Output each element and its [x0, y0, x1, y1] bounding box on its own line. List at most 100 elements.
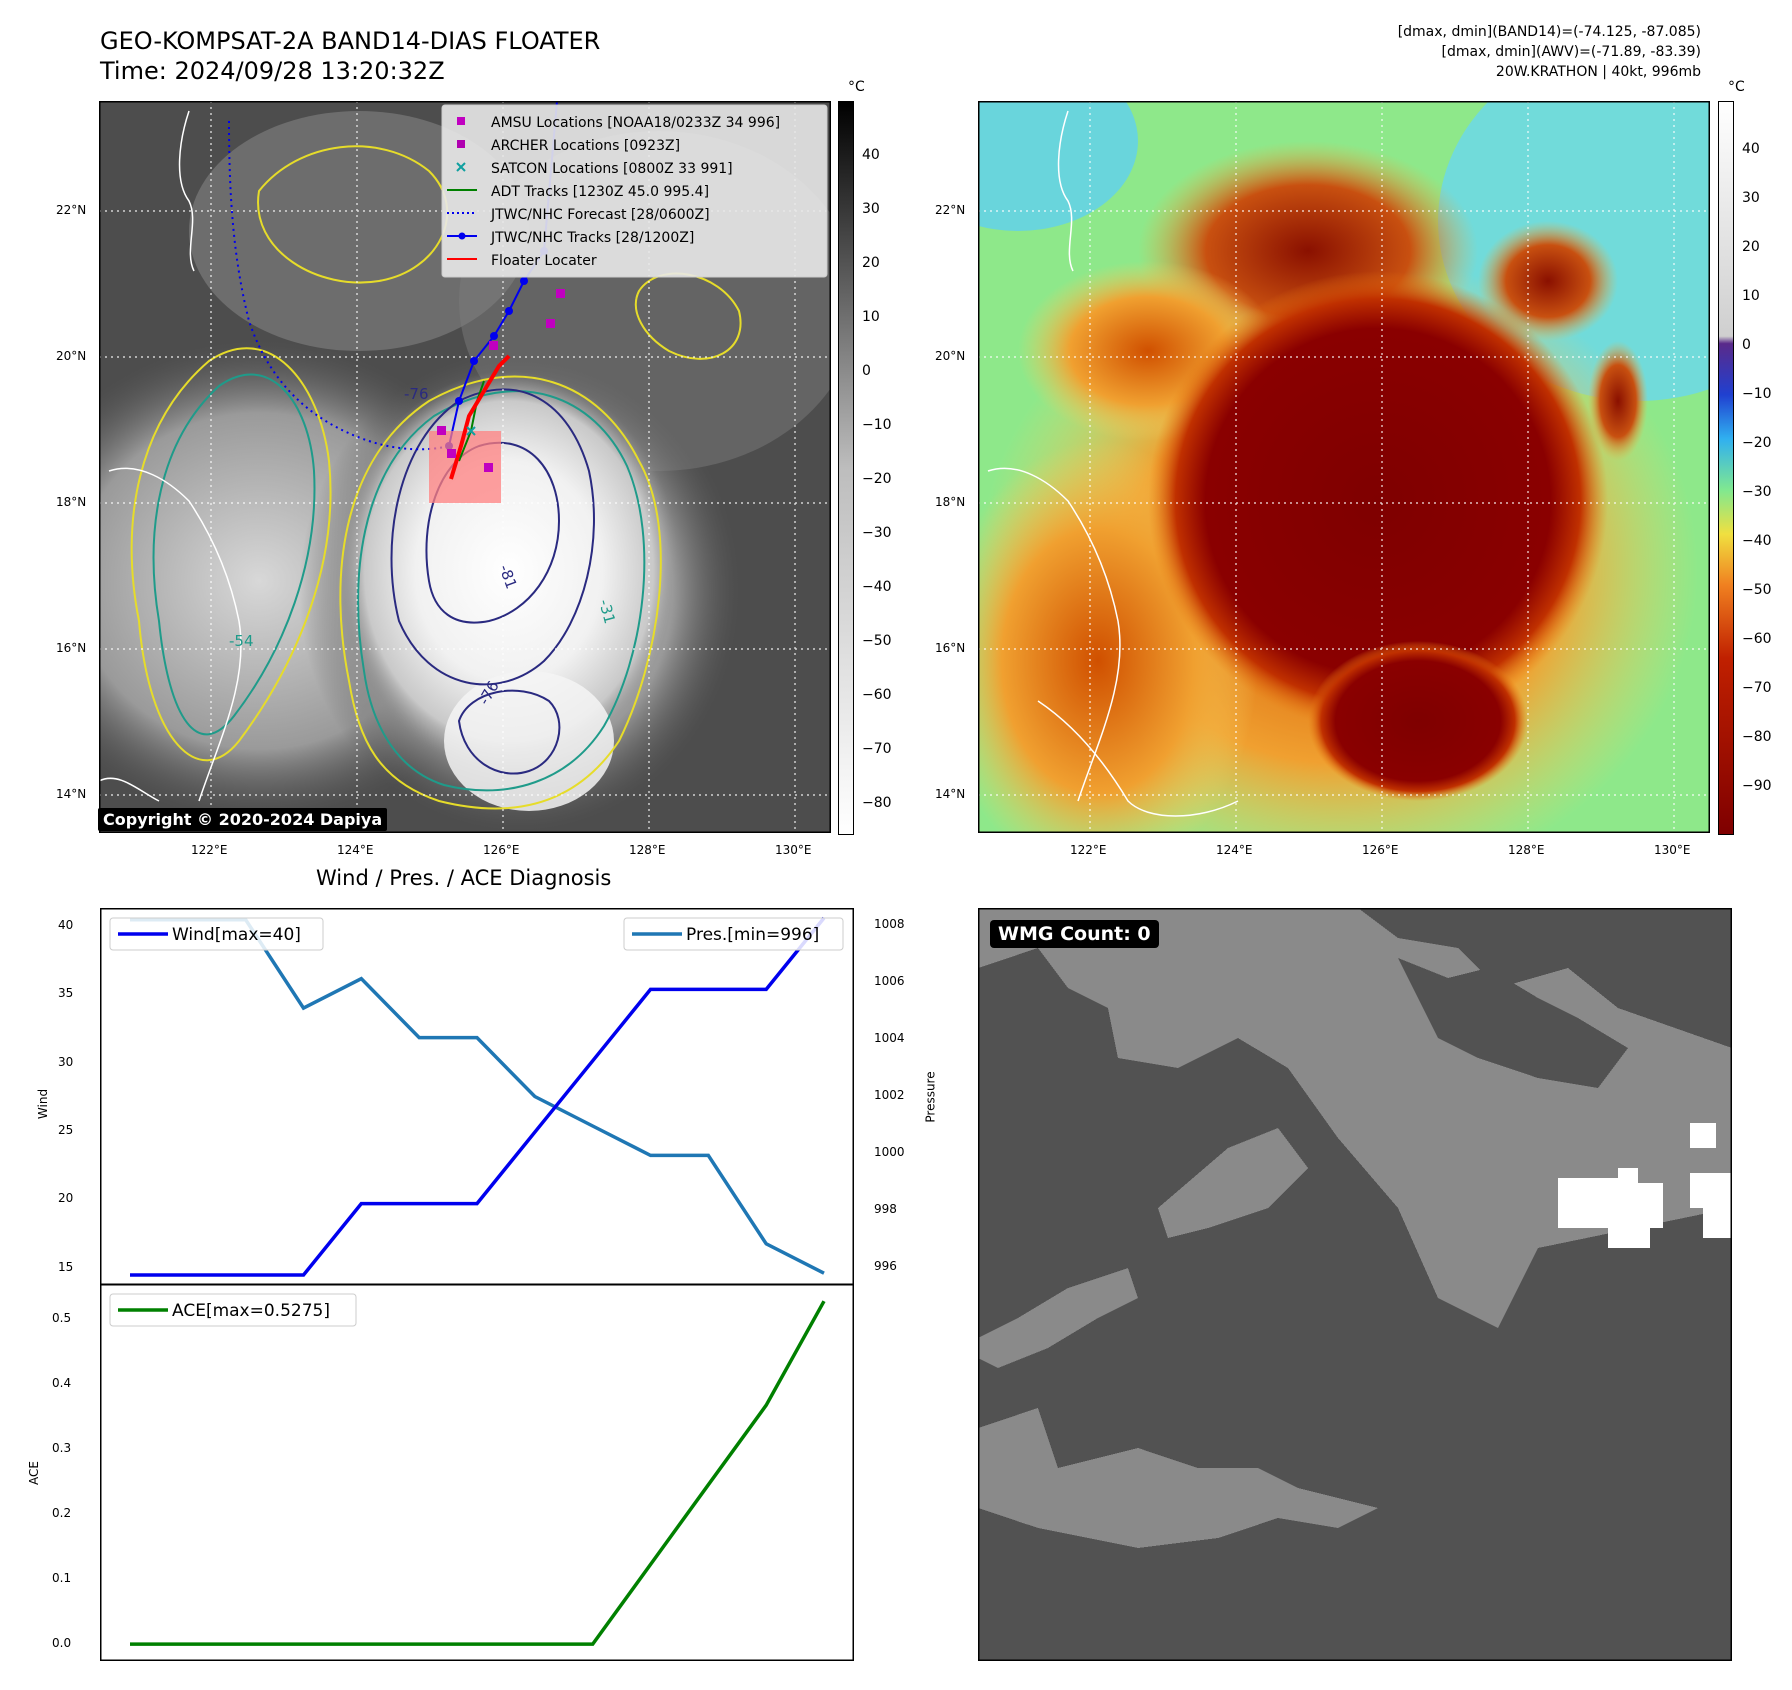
wind-tick: 35 [58, 986, 74, 1000]
lon-label: 130°E [775, 843, 812, 857]
lon-label: 126°E [1362, 843, 1399, 857]
cb1-tick: −20 [862, 471, 892, 487]
lat-label: 22°N [56, 203, 87, 217]
ace-tick: 0.3 [52, 1441, 72, 1455]
ace-tick: 0.5 [52, 1311, 72, 1325]
info-band14: [dmax, dmin](BAND14)=(-74.125, -87.085) [1397, 24, 1701, 40]
pres-tick: 1000 [874, 1145, 905, 1159]
cb1-tick: −40 [862, 579, 892, 595]
ace-tick: 0.1 [52, 1571, 72, 1585]
ace-legend: ACE[max=0.5275] [109, 1293, 357, 1327]
cb2-tick: −50 [1742, 582, 1772, 598]
info-storm: 20W.KRATHON | 40kt, 996mb [1495, 64, 1701, 80]
info-block: [dmax, dmin](BAND14)=(-74.125, -87.085) … [1398, 22, 1701, 82]
wmg-count-badge: WMG Count: 0 [990, 920, 1159, 948]
lon-label: 124°E [1216, 843, 1253, 857]
wind-legend-label: Wind[max=40] [172, 925, 301, 945]
cb2-tick: −30 [1742, 484, 1772, 500]
colorbar1 [838, 101, 854, 835]
cb2-tick: −90 [1742, 778, 1772, 794]
lat-label: 16°N [935, 641, 966, 655]
legend-forecast: JTWC/NHC Forecast [28/0600Z] [490, 207, 710, 223]
cb2-tick: −80 [1742, 729, 1772, 745]
cb1-tick: −60 [862, 687, 892, 703]
contour-label: -54 [229, 632, 254, 650]
cb2-tick: 40 [1742, 141, 1760, 157]
cb1-tick: −80 [862, 795, 892, 811]
contour-label: -31 [595, 597, 619, 625]
lat-label: 18°N [935, 495, 966, 509]
lon-label: 124°E [337, 843, 374, 857]
cb1-tick: 40 [862, 147, 880, 163]
lat-label: 18°N [56, 495, 87, 509]
adt-track [458, 380, 485, 462]
cb2-tick: −20 [1742, 435, 1772, 451]
map-legend: AMSU Locations [NOAA18/0233Z 34 996] ARC… [441, 104, 828, 278]
wmg-map [978, 908, 1732, 1661]
lon-label: 122°E [191, 843, 228, 857]
cb2-tick: −40 [1742, 533, 1772, 549]
legend-track: JTWC/NHC Tracks [28/1200Z] [490, 230, 694, 246]
cb2-tick: −60 [1742, 631, 1772, 647]
info-awv: [dmax, dmin](AWV)=(-71.89, -83.39) [1441, 44, 1701, 60]
ace-tick: 0.4 [52, 1376, 72, 1390]
lat-label: 14°N [56, 787, 87, 801]
legend-amsu: AMSU Locations [NOAA18/0233Z 34 996] [491, 115, 780, 131]
lat-label: 22°N [935, 203, 966, 217]
legend-satcon: SATCON Locations [0800Z 33 991] [491, 161, 733, 177]
pres-tick: 1004 [874, 1031, 905, 1045]
colorbar1-ticks: 40 30 20 10 0 −10 −20 −30 −40 −50 −60 −7… [862, 101, 912, 833]
colorbar2-ticks: 40 30 20 10 0 −10 −20 −30 −40 −50 −60 −7… [1742, 101, 1792, 833]
pres-tick: 1002 [874, 1088, 905, 1102]
wind-tick: 15 [58, 1260, 74, 1274]
figure-time: Time: 2024/09/28 13:20:32Z [100, 57, 445, 85]
wind-tick: 20 [58, 1191, 74, 1205]
wind-series-line [130, 916, 826, 1277]
lat-label: 20°N [935, 349, 966, 363]
ace-tick: 0.0 [52, 1636, 72, 1650]
floater-track [449, 354, 511, 480]
legend-floater: Floater Locater [491, 253, 597, 269]
awv-map [978, 101, 1710, 833]
pres-legend-label: Pres.[min=996] [686, 925, 819, 945]
cb2-tick: −10 [1742, 386, 1772, 402]
ace-chart: ACE[max=0.5275] [100, 1284, 854, 1661]
diag-title: Wind / Pres. / ACE Diagnosis [316, 866, 612, 890]
legend-archer: ARCHER Locations [0923Z] [491, 138, 680, 154]
ace-series-line [130, 1300, 826, 1646]
wind-pres-chart: Wind[max=40] Pres.[min=996] [100, 908, 854, 1285]
lon-label: 128°E [1508, 843, 1545, 857]
satcon-marker [466, 426, 476, 436]
lon-label: 126°E [483, 843, 520, 857]
pres-tick: 1006 [874, 974, 905, 988]
lat-label: 16°N [56, 641, 87, 655]
cb1-tick: −10 [862, 417, 892, 433]
cb1-tick: −70 [862, 741, 892, 757]
lon-label: 128°E [629, 843, 666, 857]
cb1-tick: 10 [862, 309, 880, 325]
band14-map: -76 -81 -31 -54 -76 AMSU Locations [NOAA… [99, 101, 831, 833]
wind-tick: 25 [58, 1123, 74, 1137]
colorbar2-unit: °C [1728, 79, 1745, 95]
colorbar1-unit: °C [848, 79, 865, 95]
cb1-tick: 0 [862, 363, 871, 379]
cb2-tick: 20 [1742, 239, 1760, 255]
forecast-track [228, 120, 450, 451]
cb2-tick: −70 [1742, 680, 1772, 696]
pres-tick: 1008 [874, 917, 905, 931]
lon-label: 122°E [1070, 843, 1107, 857]
lat-label: 20°N [56, 349, 87, 363]
ace-legend-label: ACE[max=0.5275] [172, 1301, 330, 1321]
amsu-markers [437, 289, 565, 472]
cb1-tick: −30 [862, 525, 892, 541]
ace-tick: 0.2 [52, 1506, 72, 1520]
legend-adt: ADT Tracks [1230Z 45.0 995.4] [491, 184, 709, 200]
cb2-tick: 30 [1742, 190, 1760, 206]
copyright-badge: Copyright © 2020-2024 Dapiya [98, 808, 388, 831]
wind-tick: 30 [58, 1055, 74, 1069]
contour-label: -76 [404, 385, 429, 403]
pres-legend: Pres.[min=996] [623, 917, 844, 951]
wind-tick: 40 [58, 918, 74, 932]
pres-axis-label: Pressure [923, 1071, 938, 1123]
lat-label: 14°N [935, 787, 966, 801]
